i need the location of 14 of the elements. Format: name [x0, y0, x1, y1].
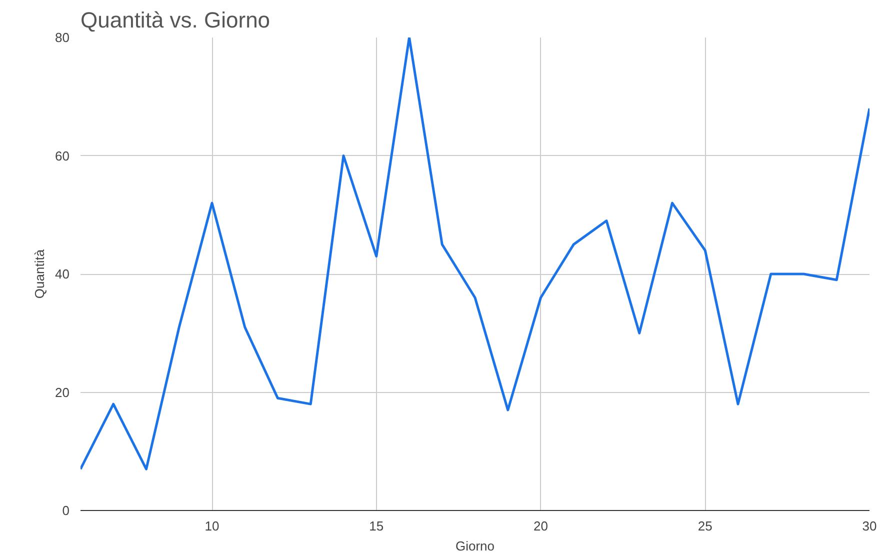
- y-tick-label: 20: [55, 384, 70, 400]
- y-axis-title: Quantità: [32, 248, 48, 299]
- x-tick-label: 25: [698, 518, 712, 534]
- x-tick-label: 20: [534, 518, 548, 534]
- y-tick-label: 0: [62, 503, 70, 518]
- chart-title: Quantità vs. Giorno: [80, 8, 270, 32]
- x-tick-label: 10: [204, 518, 220, 534]
- x-tick-label: 15: [369, 518, 384, 534]
- x-axis-title: Giorno: [455, 538, 495, 554]
- y-tick-label: 40: [55, 266, 70, 282]
- x-tick-label: 30: [862, 518, 877, 534]
- line-series: [80, 38, 870, 470]
- y-tick-label: 80: [55, 30, 70, 45]
- y-tick-label: 60: [55, 148, 70, 164]
